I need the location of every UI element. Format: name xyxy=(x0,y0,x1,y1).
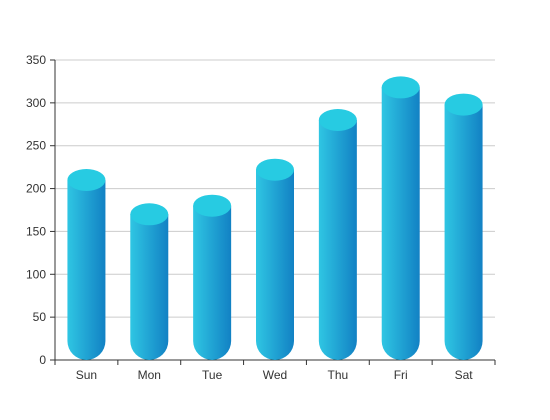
x-tick-label: Thu xyxy=(328,368,349,382)
bar-top-cap xyxy=(256,158,294,181)
x-tick-label: Mon xyxy=(138,368,161,382)
bar-top-cap xyxy=(318,109,357,131)
bar-top-cap xyxy=(67,169,106,191)
bar-body xyxy=(444,104,483,360)
y-tick-label: 350 xyxy=(26,53,46,67)
bar-top-cap xyxy=(444,93,483,116)
bars xyxy=(67,76,483,360)
bar-top-cap xyxy=(381,76,420,99)
x-tick-label: Tue xyxy=(202,368,223,382)
bar-top-cap xyxy=(193,194,232,217)
x-tick-label: Sat xyxy=(455,368,474,382)
bar-body xyxy=(67,180,106,360)
bar-sat xyxy=(444,93,483,360)
tick-labels: 0 50 100 150 200 250 300 350 Sun Mon Tue Wed Thu Fri S… xyxy=(26,53,473,382)
x-tick-label: Fri xyxy=(394,368,408,382)
y-tick-label: 100 xyxy=(26,267,46,281)
bar-body xyxy=(193,205,232,360)
bar-fri xyxy=(381,76,420,360)
bar-mon xyxy=(130,203,169,360)
y-tick-label: 0 xyxy=(39,353,46,367)
y-tick-label: 150 xyxy=(26,224,46,238)
bar-body xyxy=(381,87,420,360)
y-tick-label: 200 xyxy=(26,182,46,196)
bar-top-cap xyxy=(130,203,169,226)
y-tick-label: 50 xyxy=(33,310,47,324)
bar-body xyxy=(256,169,294,360)
bar-body xyxy=(130,214,169,360)
x-tick-label: Wed xyxy=(263,368,287,382)
bar-body xyxy=(318,120,357,360)
y-tick-label: 300 xyxy=(26,96,46,110)
bar-thu xyxy=(318,109,357,360)
x-tick-label: Sun xyxy=(76,368,97,382)
y-tick-label: 250 xyxy=(26,139,46,153)
bar-sun xyxy=(67,169,106,360)
bar-wed xyxy=(256,158,294,360)
bar-tue xyxy=(193,194,232,360)
